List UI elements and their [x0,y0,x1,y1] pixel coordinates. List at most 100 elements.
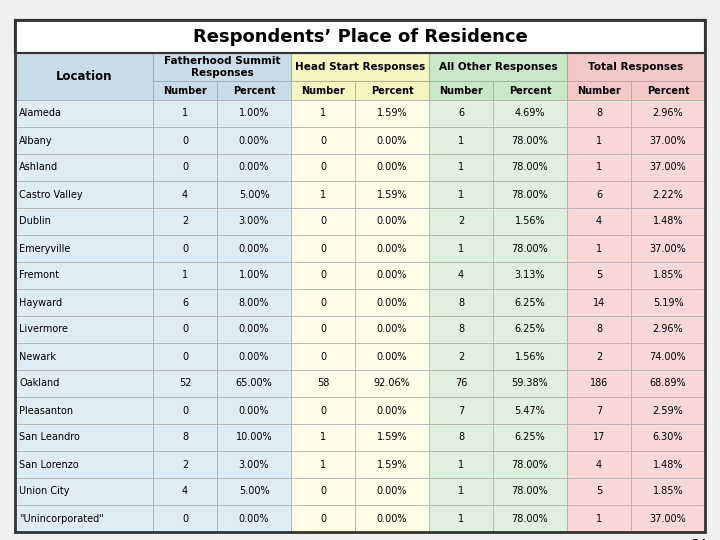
Bar [15,208,153,235]
Bar [567,289,631,316]
Bar [493,451,567,478]
Text: 37.00%: 37.00% [649,163,686,172]
Text: 59.38%: 59.38% [512,379,549,388]
Text: 0.00%: 0.00% [239,163,269,172]
Bar [217,343,291,370]
Text: 0: 0 [320,325,326,334]
Bar [567,208,631,235]
Text: 6: 6 [458,109,464,118]
Bar [291,208,355,235]
Text: 5.19%: 5.19% [653,298,683,307]
Bar [153,235,217,262]
Bar [291,262,355,289]
Bar [355,208,429,235]
Text: 1: 1 [320,109,326,118]
Bar [355,289,429,316]
Bar [291,127,355,154]
Text: Percent: Percent [371,85,413,96]
Text: 0: 0 [320,217,326,226]
Text: 6: 6 [182,298,188,307]
Bar [217,424,291,451]
Bar [153,316,217,343]
Bar [355,127,429,154]
Text: 1.56%: 1.56% [515,217,545,226]
Bar [631,289,705,316]
Text: 0.00%: 0.00% [377,514,408,523]
Bar [217,100,291,127]
Bar [217,208,291,235]
Bar [493,100,567,127]
Bar [15,154,153,181]
Bar [631,127,705,154]
Bar [631,208,705,235]
Bar [567,451,631,478]
Bar [153,181,217,208]
Text: 37.00%: 37.00% [649,244,686,253]
Text: 0: 0 [182,163,188,172]
Text: 74.00%: 74.00% [649,352,686,361]
Text: 0: 0 [320,352,326,361]
Text: 17: 17 [593,433,606,442]
Text: 8: 8 [458,298,464,307]
Bar [355,478,429,505]
Text: 76: 76 [455,379,467,388]
Bar [153,127,217,154]
Text: 0: 0 [320,136,326,145]
Text: 8.00%: 8.00% [239,298,269,307]
Bar [217,451,291,478]
Bar [355,424,429,451]
Text: Fatherhood Summit
Responses: Fatherhood Summit Responses [163,56,280,78]
Text: 52: 52 [179,379,192,388]
Text: 1: 1 [320,190,326,199]
Text: Pleasanton: Pleasanton [19,406,73,415]
Text: 7: 7 [596,406,602,415]
Bar [429,343,493,370]
Text: Ashland: Ashland [19,163,58,172]
Bar [291,235,355,262]
Text: 0.00%: 0.00% [377,163,408,172]
Text: 1.59%: 1.59% [377,433,408,442]
Text: Percent: Percent [233,85,275,96]
Bar [291,154,355,181]
Text: 0: 0 [320,298,326,307]
Bar [355,370,429,397]
Text: 8: 8 [182,433,188,442]
Text: 0: 0 [320,244,326,253]
Bar [631,397,705,424]
Text: Percent: Percent [509,85,552,96]
Text: 1.00%: 1.00% [239,271,269,280]
Bar [429,478,493,505]
Text: 1: 1 [458,190,464,199]
Bar [429,154,493,181]
Text: 78.00%: 78.00% [512,136,549,145]
Bar [15,424,153,451]
Text: Castro Valley: Castro Valley [19,190,83,199]
Bar [567,343,631,370]
Text: Number: Number [439,85,483,96]
Bar [567,235,631,262]
Bar [355,181,429,208]
Bar [15,451,153,478]
Bar [291,424,355,451]
Bar [217,316,291,343]
Bar [291,181,355,208]
Bar [291,343,355,370]
Bar [15,370,153,397]
Bar [217,505,291,532]
Text: 1: 1 [596,244,602,253]
Bar [291,478,355,505]
Bar [355,316,429,343]
Text: 2: 2 [182,460,188,469]
Text: 186: 186 [590,379,608,388]
Text: 0.00%: 0.00% [239,352,269,361]
Bar [493,154,567,181]
Text: Fremont: Fremont [19,271,59,280]
Bar [15,262,153,289]
Bar [153,81,217,100]
Text: 4: 4 [596,460,602,469]
Text: San Leandro: San Leandro [19,433,80,442]
Bar [493,478,567,505]
Bar [631,154,705,181]
Text: Oakland: Oakland [19,379,59,388]
Bar [153,424,217,451]
